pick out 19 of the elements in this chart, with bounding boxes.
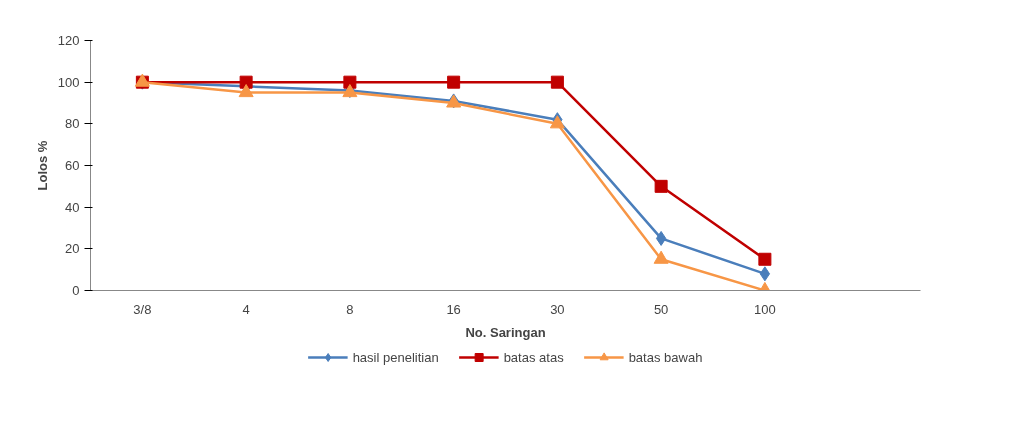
y-tick-label: 40 bbox=[65, 199, 80, 215]
x-tick-label: 16 bbox=[446, 301, 461, 317]
legend-label: batas bawah bbox=[628, 349, 703, 365]
y-axis-title: Lolos % bbox=[34, 140, 50, 191]
x-tick-label: 50 bbox=[653, 301, 669, 317]
legend-label: batas atas bbox=[503, 349, 564, 365]
y-tick-label: 100 bbox=[57, 74, 80, 90]
x-tick-label: 4 bbox=[242, 301, 250, 317]
y-tick-label: 120 bbox=[57, 33, 80, 48]
x-tick-label: 30 bbox=[550, 301, 565, 317]
x-tick-label: 3/8 bbox=[133, 301, 152, 317]
legend-label: hasil penelitian bbox=[352, 349, 439, 365]
y-tick-label: 60 bbox=[65, 158, 80, 173]
y-tick-label: 0 bbox=[72, 283, 80, 298]
y-tick-label: 80 bbox=[65, 116, 80, 132]
x-tick-label: 8 bbox=[346, 301, 354, 317]
x-axis-title: No. Saringan bbox=[465, 324, 546, 340]
x-tick-label: 100 bbox=[754, 301, 776, 317]
y-tick-label: 20 bbox=[65, 241, 80, 257]
